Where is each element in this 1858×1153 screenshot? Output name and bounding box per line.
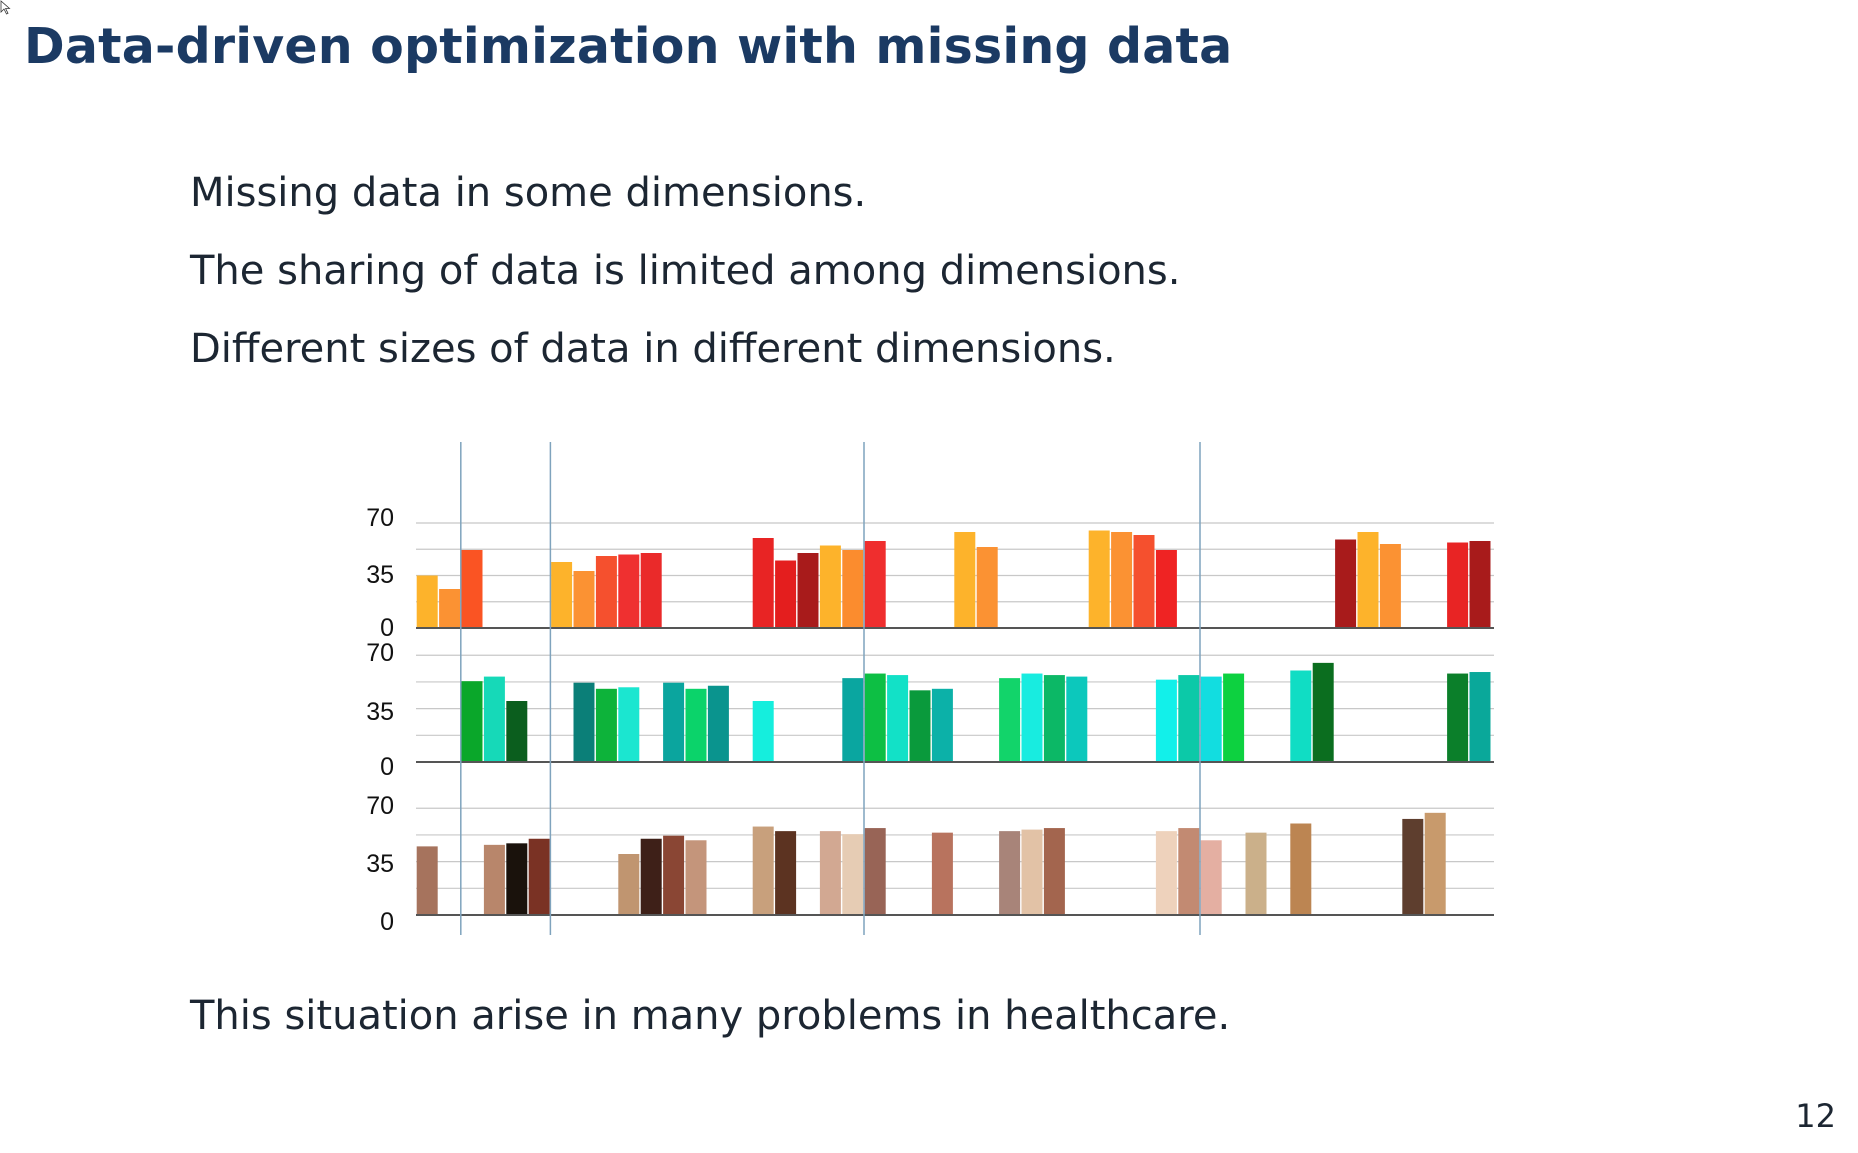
bar xyxy=(1155,550,1177,628)
bar xyxy=(528,838,550,915)
bar xyxy=(573,682,595,762)
bar xyxy=(864,828,886,915)
bar xyxy=(1021,829,1043,915)
bar xyxy=(1402,818,1424,915)
bar xyxy=(1200,676,1222,762)
bar xyxy=(797,553,819,628)
bar xyxy=(999,678,1021,762)
bar xyxy=(1447,673,1469,762)
bar xyxy=(551,562,573,628)
bar xyxy=(461,681,483,762)
bar xyxy=(1155,679,1177,762)
bar xyxy=(752,538,774,628)
bar xyxy=(819,545,841,628)
bar xyxy=(1335,539,1357,628)
bar xyxy=(416,846,438,915)
bar xyxy=(887,675,909,762)
bar xyxy=(1223,673,1245,762)
bar xyxy=(573,571,595,628)
bar xyxy=(1111,532,1133,628)
bar xyxy=(819,831,841,915)
bar xyxy=(618,854,640,915)
y-tick-label: 35 xyxy=(366,561,394,589)
bullet-different-sizes: Different sizes of data in different dim… xyxy=(190,326,1116,372)
bar xyxy=(1290,823,1312,915)
bar xyxy=(954,532,976,628)
bar xyxy=(1290,670,1312,762)
bar xyxy=(775,560,797,628)
bar xyxy=(999,831,1021,915)
bar xyxy=(685,840,707,915)
bar xyxy=(1088,530,1110,628)
bar xyxy=(1469,541,1491,628)
bar xyxy=(506,701,528,762)
y-tick-label: 70 xyxy=(366,504,394,532)
bar xyxy=(909,690,931,762)
bar xyxy=(640,553,662,628)
bar xyxy=(618,554,640,628)
bar xyxy=(1469,672,1491,762)
bar xyxy=(1178,675,1200,762)
bar xyxy=(1357,532,1379,628)
bar xyxy=(483,844,505,915)
bullet-limited-sharing: The sharing of data is limited among dim… xyxy=(190,248,1181,294)
bar xyxy=(1021,673,1043,762)
bar xyxy=(842,834,864,915)
bar xyxy=(506,843,528,915)
bar xyxy=(618,687,640,762)
bullet-missing-data: Missing data in some dimensions. xyxy=(190,170,867,216)
slide-title: Data-driven optimization with missing da… xyxy=(24,18,1233,75)
bar xyxy=(1200,840,1222,915)
bar xyxy=(595,688,617,762)
footer-note: This situation arise in many problems in… xyxy=(190,993,1231,1039)
bar xyxy=(416,575,438,628)
bar xyxy=(1424,812,1446,915)
bar xyxy=(1133,535,1155,628)
bar xyxy=(1447,542,1469,628)
y-tick-label: 35 xyxy=(366,698,394,726)
bar xyxy=(775,831,797,915)
bar xyxy=(1312,662,1334,762)
bar xyxy=(595,556,617,628)
bar xyxy=(1379,544,1401,628)
bar xyxy=(1043,675,1065,762)
y-tick-label: 35 xyxy=(366,850,394,878)
bar xyxy=(483,676,505,762)
y-tick-label: 0 xyxy=(380,753,394,781)
bar xyxy=(461,550,483,628)
y-tick-label: 0 xyxy=(380,614,394,642)
bar xyxy=(931,688,953,762)
bar xyxy=(663,835,685,915)
bar xyxy=(439,589,461,628)
bar xyxy=(1043,828,1065,915)
bar xyxy=(1155,831,1177,915)
bar xyxy=(1066,676,1088,762)
bar xyxy=(842,550,864,628)
bar xyxy=(842,678,864,762)
bar xyxy=(707,685,729,762)
bar xyxy=(752,701,774,762)
y-tick-label: 70 xyxy=(366,792,394,820)
bar xyxy=(976,547,998,628)
y-tick-label: 0 xyxy=(380,908,394,936)
page-number: 12 xyxy=(1795,1097,1836,1135)
bar xyxy=(685,688,707,762)
bar xyxy=(864,673,886,762)
bar xyxy=(640,838,662,915)
mouse-cursor-icon xyxy=(0,0,11,15)
bar xyxy=(1245,832,1267,915)
bar xyxy=(931,832,953,915)
y-tick-label: 70 xyxy=(366,639,394,667)
bar xyxy=(663,682,685,762)
bar xyxy=(864,541,886,628)
bar xyxy=(1178,828,1200,915)
bar xyxy=(752,826,774,915)
